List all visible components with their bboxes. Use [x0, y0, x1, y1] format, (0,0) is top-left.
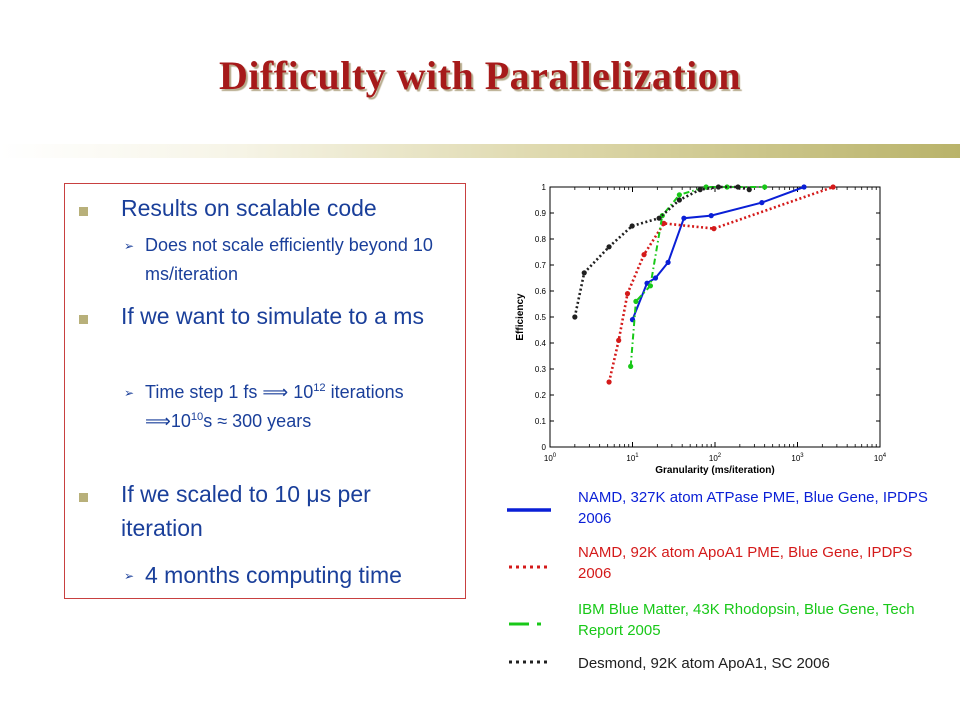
data-point: [661, 220, 667, 226]
y-tick-label: 0.1: [535, 417, 547, 426]
data-point: [629, 223, 635, 229]
bullet-square-icon: [79, 493, 88, 502]
data-point: [616, 337, 622, 343]
data-point: [801, 184, 807, 190]
data-point: [676, 197, 682, 203]
legend-swatch-dashdot-green: [509, 622, 541, 626]
x-tick-label: 100: [544, 453, 557, 463]
y-tick-label: 0.7: [535, 261, 547, 270]
implies-arrow-symbol: ⟹: [145, 411, 171, 431]
series-line: [629, 186, 765, 367]
implies-arrow-symbol: ⟹: [262, 382, 289, 402]
data-point: [676, 192, 682, 198]
y-tick-label: 0.4: [535, 339, 547, 348]
bullet-list-box: Results on scalable code ➢ Does not scal…: [64, 183, 466, 599]
data-point: [711, 226, 717, 232]
series-line: [573, 185, 750, 318]
legend-label: NAMD, 327K atom ATPase PME, Blue Gene, I…: [578, 489, 928, 527]
y-tick-label: 0.5: [535, 313, 547, 322]
bullet-item: If we scaled to 10 μs per iteration: [121, 477, 451, 545]
chart-series: [572, 184, 836, 385]
x-tick-label: 102: [709, 453, 722, 463]
title-divider-bar: [0, 144, 960, 158]
y-tick-label: 0.3: [535, 365, 547, 374]
mu-symbol: μ: [306, 481, 320, 507]
arrow-bullet-icon: ➢: [124, 569, 135, 583]
data-point: [681, 215, 687, 221]
exponent: 10: [190, 411, 204, 423]
y-tick-label: 0.9: [535, 209, 547, 218]
legend-label: Desmond, 92K atom ApoA1, SC 2006: [578, 655, 830, 672]
y-axis-label: Efficiency: [515, 293, 526, 341]
data-point: [652, 275, 659, 281]
plot-area-frame: [549, 186, 881, 448]
data-point: [735, 184, 741, 190]
y-tick-label: 0.8: [535, 235, 547, 244]
bullet-square-icon: [79, 315, 88, 324]
data-point: [628, 363, 634, 369]
data-point: [624, 291, 631, 297]
legend-label: NAMD, 92K atom ApoA1 PME, Blue Gene, IPD…: [578, 544, 913, 582]
x-axis-label: Granularity (ms/iteration): [655, 465, 774, 475]
bullet-text: 10: [288, 382, 314, 402]
data-point: [641, 252, 647, 258]
sub-bullet-item: 4 months computing time: [145, 562, 402, 588]
x-tick-label: 104: [874, 453, 887, 463]
bullet-text: s ≈ 300 years: [203, 411, 312, 431]
bullet-text: iterations: [325, 382, 404, 402]
series-2: [606, 184, 836, 385]
bullet-square-icon: [79, 207, 88, 216]
series-4: [572, 184, 752, 320]
data-point: [708, 213, 714, 219]
chart-legend: NAMD, 327K atom ATPase PME, Blue Gene, I…: [505, 485, 945, 685]
data-point: [830, 184, 836, 190]
legend-swatch-dotted-black: [509, 660, 547, 664]
efficiency-chart: 0 0.1 0.2 0.3 0.4 0.5 0.6 0.7 0.8 0.9 1 100 101 102 10…: [515, 183, 887, 475]
data-point: [656, 215, 662, 221]
exponent: 12: [313, 382, 326, 394]
arrow-bullet-icon: ➢: [124, 386, 135, 400]
data-point: [572, 314, 578, 320]
arrow-bullet-icon: ➢: [124, 239, 135, 253]
sub-bullet-item: Time step 1 fs ⟹ 1012 iterations ⟹1010s …: [145, 378, 445, 436]
legend-label: IBM Blue Matter, 43K Rhodopsin, Blue Gen…: [578, 601, 915, 639]
data-point: [715, 184, 722, 190]
data-point: [606, 244, 612, 250]
sub-bullet-item: Does not scale efficiently beyond 10 ms/…: [145, 235, 433, 284]
bullet-text: s per iteration: [121, 481, 371, 541]
data-point: [762, 184, 768, 190]
legend-swatch-dotted-red: [509, 565, 551, 569]
bullet-text: Time step 1 fs: [145, 382, 263, 402]
chart-axes: 0 0.1 0.2 0.3 0.4 0.5 0.6 0.7 0.8 0.9 1 100 101 102 10…: [535, 183, 887, 463]
data-point: [746, 187, 752, 193]
data-point: [759, 200, 765, 206]
bullet-text: 10: [170, 411, 191, 431]
data-point: [606, 379, 612, 385]
bullet-item: Results on scalable code: [121, 195, 377, 221]
page-title: Difficulty with Parallelization: [218, 53, 742, 98]
y-tick-label: 0.6: [535, 287, 547, 296]
data-point: [647, 283, 654, 289]
legend-swatch-solid-blue: [507, 508, 551, 512]
data-point: [665, 259, 671, 265]
series-1: [629, 184, 807, 323]
bullet-item: If we want to simulate to a ms: [121, 303, 424, 329]
bullet-text: If we scaled to 10: [121, 481, 307, 507]
data-point: [581, 270, 587, 276]
x-tick-label: 103: [791, 453, 804, 463]
y-tick-label: 0.2: [535, 391, 547, 400]
data-point: [697, 187, 703, 193]
y-tick-label: 0: [542, 443, 547, 452]
data-point: [633, 298, 639, 304]
y-tick-label: 1: [542, 183, 547, 192]
x-tick-label: 101: [626, 453, 639, 463]
